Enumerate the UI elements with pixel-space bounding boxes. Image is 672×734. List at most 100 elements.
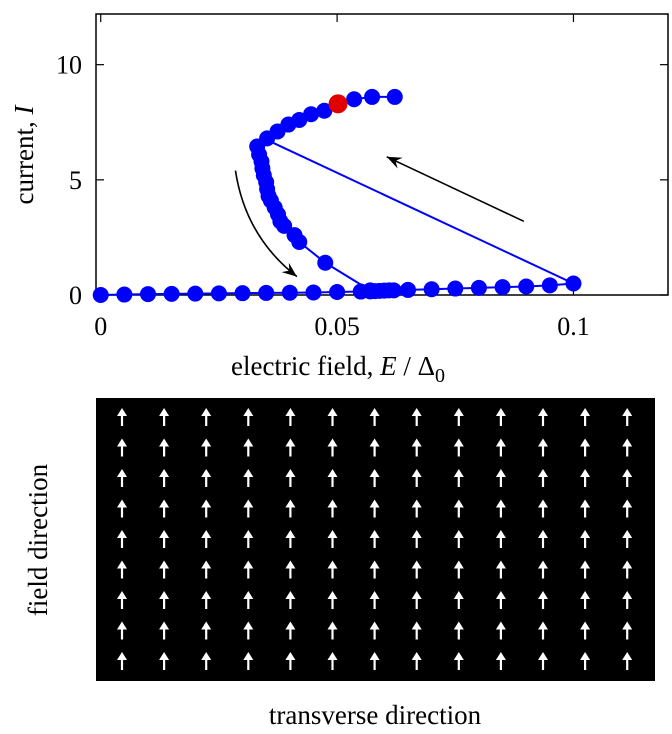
vector-field-panel: transverse direction field direction [23, 398, 655, 730]
field-arrow-icon [495, 408, 506, 426]
field-arrow-icon [369, 591, 380, 609]
field-arrow-icon [159, 560, 170, 579]
field-arrow-icon [369, 499, 380, 518]
field-arrow-icon [622, 560, 633, 579]
field-arrow-icon [453, 621, 464, 640]
field-arrow-icon [369, 469, 380, 487]
field-arrow-icon [285, 591, 296, 609]
field-arrow-icon [453, 469, 464, 487]
field-arrow-icon [538, 499, 548, 518]
field-arrow-icon [159, 591, 170, 609]
field-arrow-icon [117, 652, 127, 670]
field-arrow-icon [622, 652, 633, 670]
field-arrow-icon [495, 469, 506, 487]
field-arrow-icon [495, 530, 506, 548]
data-point [116, 286, 133, 303]
field-arrow-icon [327, 408, 338, 426]
data-point [362, 282, 379, 299]
y-axis-label: current, I [9, 104, 39, 205]
field-arrow-icon [369, 438, 380, 457]
field-arrow-icon [159, 499, 170, 518]
data-point [276, 217, 293, 234]
field-arrow-icon [159, 621, 170, 640]
field-y-label: field direction [23, 463, 53, 616]
field-arrow-icon [117, 530, 127, 548]
field-arrow-icon [327, 591, 338, 609]
field-arrow-icon [285, 438, 296, 457]
data-point [346, 91, 363, 108]
field-arrow-icon [495, 560, 506, 579]
field-arrow-icon [201, 560, 212, 579]
field-arrow-icon [243, 438, 254, 457]
field-arrow-icon [411, 621, 422, 640]
data-point [210, 285, 227, 302]
field-arrow-icon [201, 530, 212, 548]
field-arrow-icon [159, 530, 170, 548]
field-arrow-icon [411, 591, 422, 609]
field-arrow-icon [327, 621, 338, 640]
field-arrow-icon [538, 530, 548, 548]
field-arrow-icon [243, 530, 254, 548]
field-arrow-icon [580, 591, 591, 609]
data-point [92, 287, 109, 303]
data-point [305, 284, 322, 301]
field-arrow-icon [243, 560, 254, 579]
field-arrow-icon [285, 560, 296, 579]
x-tick-label: 0.05 [314, 312, 360, 341]
field-arrow-icon [201, 652, 212, 670]
plot-frame [95, 13, 669, 296]
field-arrow-icon [285, 652, 296, 670]
field-arrow-icon [369, 530, 380, 548]
field-arrow-icon [453, 438, 464, 457]
field-arrow-icon [327, 530, 338, 548]
data-point [281, 284, 298, 301]
field-arrow-icon [495, 621, 506, 640]
field-arrow-icon [201, 499, 212, 518]
field-arrow-icon [285, 408, 296, 426]
field-arrow-icon [201, 591, 212, 609]
field-arrow-icon [117, 621, 127, 640]
data-point [364, 88, 381, 105]
field-arrow-icon [243, 652, 254, 670]
field-arrow-icon [580, 621, 591, 640]
field-arrow-icon [622, 438, 633, 457]
x-tick-label: 0 [94, 312, 107, 341]
field-arrow-icon [117, 469, 127, 487]
field-arrow-icon [622, 499, 633, 518]
field-arrow-icon [411, 530, 422, 548]
field-arrow-icon [495, 652, 506, 670]
field-arrow-icon [285, 499, 296, 518]
field-arrow-icon [285, 530, 296, 548]
field-arrow-icon [285, 469, 296, 487]
y-tick-label: 0 [69, 281, 82, 310]
field-arrow-icon [622, 621, 633, 640]
field-arrow-icon [327, 438, 338, 457]
field-arrow-icon [243, 621, 254, 640]
field-arrow-icon [538, 560, 548, 579]
data-point [518, 278, 535, 295]
field-arrow-icon [117, 438, 127, 457]
field-arrow-icon [538, 652, 548, 670]
data-point [291, 234, 308, 251]
field-arrow-icon [622, 530, 633, 548]
field-arrow-icon [580, 530, 591, 548]
field-arrow-icon [538, 621, 548, 640]
field-arrow-icon [453, 530, 464, 548]
field-arrow-icon [369, 560, 380, 579]
data-point [386, 88, 403, 105]
field-arrow-icon [453, 652, 464, 670]
field-arrow-icon [580, 408, 591, 426]
field-arrow-icon [243, 499, 254, 518]
data-point [400, 281, 416, 298]
field-arrow-icon [117, 408, 127, 426]
field-arrow-icon [495, 591, 506, 609]
data-point [317, 254, 334, 271]
field-arrow-icon [538, 408, 548, 426]
field-arrow-icon [622, 469, 633, 487]
field-arrow-icon [495, 499, 506, 518]
data-point [470, 279, 487, 296]
field-arrow-icon [201, 469, 212, 487]
data-point [316, 102, 333, 119]
field-arrow-icon [117, 499, 127, 518]
